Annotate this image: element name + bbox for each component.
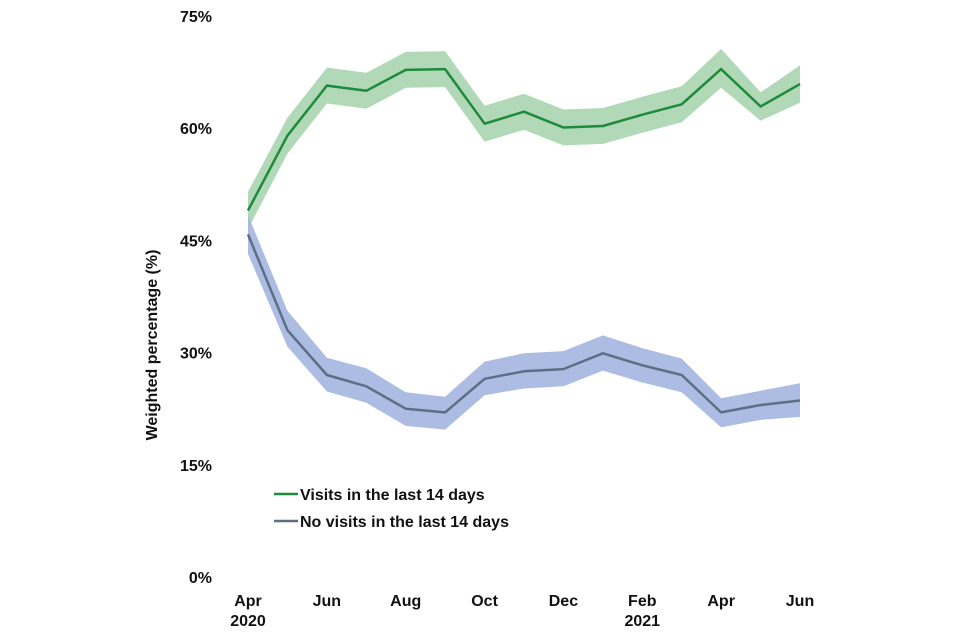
x-tick-label: Apr bbox=[707, 593, 735, 610]
y-tick-label: 45% bbox=[180, 233, 212, 250]
x-tick-label: Jun bbox=[313, 593, 341, 610]
x-tick-year-label: 2021 bbox=[624, 613, 660, 630]
y-tick-label: 75% bbox=[180, 9, 212, 26]
x-tick-year-label: 2020 bbox=[230, 613, 266, 630]
legend-label: No visits in the last 14 days bbox=[300, 514, 509, 531]
y-axis-ticks: 0% 15% 30% 45% 60% 75% bbox=[180, 9, 212, 587]
y-axis-title: Weighted percentage (%) bbox=[144, 250, 161, 441]
x-tick-label: Jun bbox=[786, 593, 814, 610]
y-tick-label: 0% bbox=[189, 570, 212, 587]
series-lines bbox=[246, 67, 801, 414]
confidence-band-visits bbox=[248, 48, 800, 230]
y-tick-label: 15% bbox=[180, 458, 212, 475]
legend: Visits in the last 14 days No visits in t… bbox=[274, 487, 509, 531]
x-tick-label: Dec bbox=[549, 593, 578, 610]
x-tick-label: Oct bbox=[471, 593, 498, 610]
x-tick-label: Aug bbox=[390, 593, 421, 610]
confidence-bands bbox=[248, 48, 800, 430]
x-tick-label: Feb bbox=[628, 593, 657, 610]
y-tick-label: 30% bbox=[180, 346, 212, 363]
confidence-band-no-visits bbox=[248, 215, 800, 430]
x-tick-label: Apr bbox=[234, 593, 262, 610]
legend-label: Visits in the last 14 days bbox=[300, 487, 485, 504]
y-tick-label: 60% bbox=[180, 121, 212, 138]
x-axis-ticks: Apr 2020 Jun Aug Oct Dec Feb 2021 Apr Jun bbox=[230, 593, 814, 630]
